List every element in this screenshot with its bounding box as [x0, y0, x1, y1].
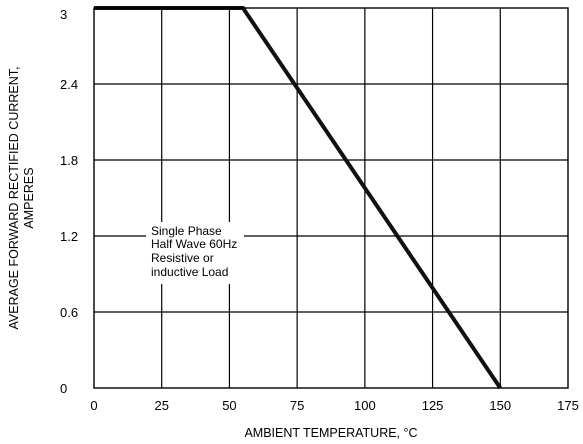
y-tick-labels: 0 0.6 1.2 1.8 2.4 3	[60, 7, 78, 396]
plot-frame	[93, 7, 569, 389]
y-axis-label-line-1: AVERAGE FORWARD RECTIFIED CURRENT,	[7, 67, 21, 330]
y-tick-label: 1.8	[60, 153, 78, 168]
annotation-line-4: inductive Load	[151, 265, 228, 279]
x-tick-label: 75	[290, 398, 304, 413]
y-tick-label: 0	[60, 381, 67, 396]
y-axis-label-line-2: AMPERES	[22, 167, 36, 228]
annotation-background	[146, 222, 244, 284]
y-tick-label: 2.4	[60, 77, 78, 92]
x-tick-labels: 0 25 50 75 100 125 150 175	[90, 398, 578, 413]
plot-area-background	[94, 8, 568, 388]
x-tick-label: 25	[154, 398, 168, 413]
x-axis-label: AMBIENT TEMPERATURE, °C	[244, 426, 417, 440]
annotation-box: Single Phase Half Wave 60Hz Resistive or…	[146, 222, 244, 284]
annotation-line-2: Half Wave 60Hz	[151, 237, 237, 251]
x-tick-label: 175	[557, 398, 579, 413]
y-tick-label: 1.2	[60, 229, 78, 244]
x-tick-label: 125	[422, 398, 444, 413]
y-tick-label: 0.6	[60, 305, 78, 320]
annotation-line-3: Resistive or	[151, 251, 214, 265]
x-tick-label: 100	[354, 398, 376, 413]
annotation-line-1: Single Phase	[151, 224, 222, 238]
y-tick-label: 3	[60, 7, 67, 22]
grid-lines	[94, 8, 568, 388]
x-tick-label: 0	[90, 398, 97, 413]
x-tick-label: 50	[222, 398, 236, 413]
x-tick-label: 150	[489, 398, 511, 413]
